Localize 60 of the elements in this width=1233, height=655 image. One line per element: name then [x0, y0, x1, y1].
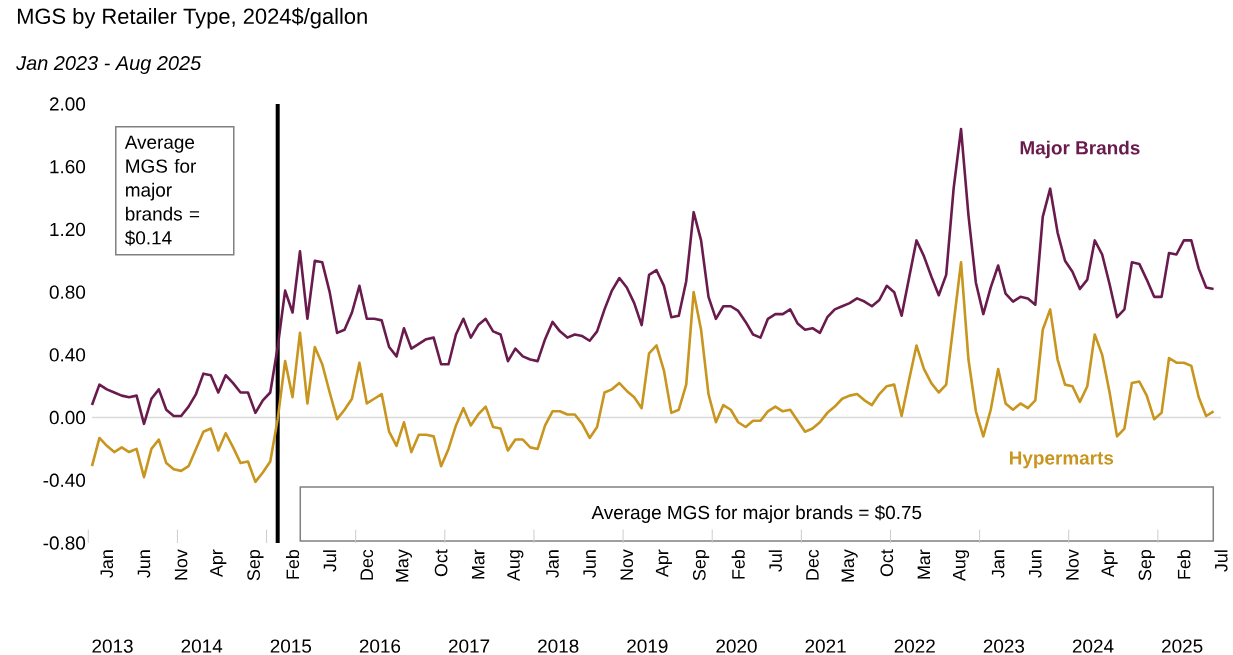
x-tick-label: Nov [174, 549, 188, 580]
x-tick-label: Jan [100, 550, 114, 578]
y-tick-label: 0.80 [49, 285, 86, 299]
x-tick-label: Jul [1214, 550, 1228, 572]
x-tick-label: Jun [137, 550, 151, 578]
x-tick-label: Sep [247, 549, 264, 581]
x-tick-label: Jun [1029, 550, 1042, 578]
x-tick-label: Feb [1177, 549, 1191, 579]
y-tick-label: 0.00 [49, 410, 86, 425]
x-tick-label: Oct [880, 549, 894, 577]
text: 2018 [538, 639, 579, 653]
x-tick-label: Nov [1066, 549, 1079, 580]
text: 2020 [716, 639, 757, 653]
x-tick-label: Mar [917, 549, 931, 579]
text: 2014 [181, 639, 223, 653]
text: 2019 [627, 639, 668, 653]
x-tick-label: Aug [507, 550, 524, 582]
x-tick-label: Jul [768, 550, 782, 572]
text: 2016 [359, 639, 401, 653]
text: 2013 [92, 639, 133, 653]
x-tick-label: Apr [1101, 549, 1118, 578]
x-tick-label: Dec [360, 549, 374, 580]
y-tick-label: 1.60 [50, 160, 86, 174]
text: 2017 [448, 639, 490, 653]
x-tick-label: Nov [620, 549, 634, 580]
x-tick-label: Jan [546, 550, 559, 578]
x-tick-label: Apr [655, 549, 672, 578]
y-tick-label: -0.40 [43, 473, 86, 487]
y-tick-label: 0.40 [49, 348, 86, 362]
text: 2024 [1072, 639, 1114, 653]
annotation: Average MGS for major brands = $0.75 [591, 505, 922, 523]
x-tick-label: May [841, 549, 858, 582]
x-tick-label: Apr [210, 549, 227, 578]
series-label: Hypermarts [1009, 451, 1114, 469]
text: 2022 [894, 639, 935, 653]
x-tick-label: Jan [991, 550, 1005, 578]
text: Major Brands [1020, 140, 1140, 159]
x-tick-label: Oct [434, 549, 448, 577]
x-tick-label: Dec [806, 549, 819, 580]
x-tick-label: Sep [1138, 549, 1155, 581]
x-tick-label: May [395, 549, 412, 582]
x-tick-label: Aug [953, 550, 970, 582]
y-tick-label: 2.00 [49, 97, 86, 111]
y-tick-label: -0.80 [43, 536, 86, 550]
chart-title: MGS by Retailer Type, 2024$/gallon [17, 7, 367, 29]
x-tick-label: Jun [583, 550, 596, 578]
x-tick-label: Sep [692, 549, 710, 581]
text: 2023 [983, 639, 1025, 653]
annotation: Average MGS for major brands = $0.14 [124, 135, 200, 246]
text: 2025 [1162, 639, 1203, 653]
line-series [90, 261, 1215, 484]
x-tick-label: Feb [731, 549, 745, 579]
text: 2021 [805, 639, 846, 653]
text: 2015 [270, 639, 312, 653]
chart-subtitle: Jan 2023 - Aug 2025 [16, 55, 202, 75]
line-series [90, 127, 1215, 426]
x-tick-label: Jul [323, 550, 337, 572]
x-tick-label: Feb [285, 549, 300, 579]
x-tick-label: Mar [471, 549, 485, 579]
y-tick-label: 1.20 [50, 222, 86, 237]
